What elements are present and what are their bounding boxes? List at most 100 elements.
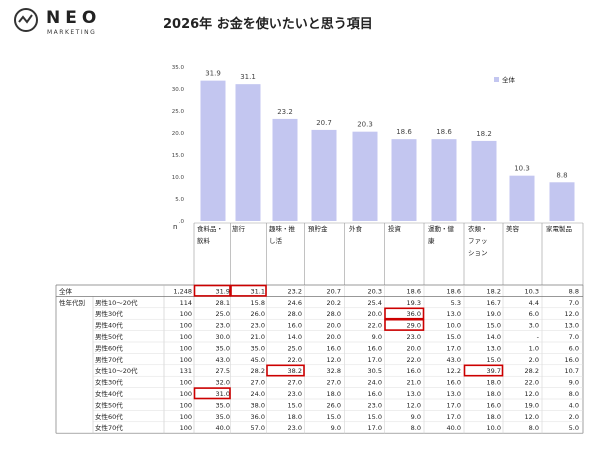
data-label: 31.9: [205, 70, 221, 78]
table-cell: 21.0: [251, 333, 265, 341]
bar: [509, 175, 535, 221]
table-cell: 23.0: [368, 401, 382, 409]
table-cell: 18.0: [288, 413, 302, 421]
table-cell: 18.0: [487, 413, 501, 421]
table-cell: 8.0: [569, 390, 579, 398]
highlight-box: [230, 284, 267, 297]
table-cell: 28.2: [525, 367, 539, 375]
table-cell: 25.4: [368, 299, 382, 307]
row-n: 100: [180, 401, 192, 409]
row-n: 100: [180, 356, 192, 364]
category-label: 旅行: [232, 224, 246, 233]
table-cell: 36.0: [407, 310, 421, 318]
row-label: 女性70代: [95, 423, 123, 432]
row-n: 100: [180, 390, 192, 398]
table-cell: 10.7: [565, 367, 579, 375]
table-cell: 5.0: [569, 424, 579, 432]
table-cell: 7.0: [569, 333, 579, 341]
table-cell: 12.2: [447, 367, 461, 375]
table-cell: 27.0: [251, 379, 265, 387]
table-cell: -: [537, 333, 540, 341]
table-cell: 16.0: [368, 390, 382, 398]
row-label: 全体: [59, 286, 73, 295]
data-label: 23.2: [277, 108, 293, 116]
table-cell: 15.0: [327, 413, 341, 421]
table-cell: 31.0: [216, 390, 230, 398]
table-cell: 28.0: [327, 310, 341, 318]
table-cell: 24.0: [251, 390, 265, 398]
table-cell: 10.3: [525, 287, 539, 295]
table-cell: 23.0: [288, 390, 302, 398]
table-cell: 20.3: [368, 287, 382, 295]
table-cell: 32.8: [327, 367, 341, 375]
table-cell: 36.0: [251, 413, 265, 421]
page-title: 2026年 お金を使いたいと思う項目: [163, 17, 373, 32]
highlight-box: [266, 364, 305, 377]
row-n: 1,248: [173, 287, 192, 295]
table-cell: 32.0: [216, 379, 230, 387]
category-label: し活: [269, 236, 283, 245]
table-cell: 8.8: [569, 287, 579, 295]
table-cell: 35.0: [216, 413, 230, 421]
table-cell: 19.0: [525, 401, 539, 409]
table-cell: 22.0: [288, 356, 302, 364]
data-label: 18.6: [436, 128, 452, 136]
table-cell: 27.5: [216, 367, 230, 375]
data-label: 20.3: [357, 121, 373, 129]
table-cell: 23.0: [407, 333, 421, 341]
table-cell: 16.0: [565, 356, 579, 364]
table-cell: 30.0: [216, 333, 230, 341]
logo-subtext: MARKETING: [47, 29, 97, 36]
table-cell: 27.0: [288, 379, 302, 387]
y-tick-label: 20.0: [172, 131, 185, 137]
table-cell: 6.0: [529, 310, 539, 318]
table-cell: 28.1: [216, 299, 230, 307]
table-cell: 20.7: [327, 287, 341, 295]
row-label: 女性40代: [95, 389, 123, 398]
table-cell: 31.1: [251, 287, 265, 295]
bar: [200, 80, 226, 221]
table-cell: 57.0: [251, 424, 265, 432]
table-cell: 13.0: [565, 322, 579, 330]
category-label: 趣味・推: [269, 224, 296, 233]
data-label: 10.3: [514, 165, 530, 173]
table-cell: 40.0: [216, 424, 230, 432]
table-cell: 25.0: [288, 344, 302, 352]
category-label: 運動・健: [428, 224, 455, 233]
row-label: 女性60代: [95, 412, 123, 421]
table-cell: 5.3: [451, 299, 461, 307]
row-n: 100: [180, 424, 192, 432]
table-cell: 20.0: [407, 344, 421, 352]
table-cell: 10.0: [487, 424, 501, 432]
table-cell: 13.0: [407, 390, 421, 398]
table-cell: 24.0: [368, 379, 382, 387]
table-cell: 29.0: [407, 322, 421, 330]
table-cell: 20.0: [327, 333, 341, 341]
table-cell: 18.2: [487, 287, 501, 295]
highlight-box: [193, 387, 231, 400]
data-label: 18.6: [396, 128, 412, 136]
row-n: 114: [180, 299, 192, 307]
table-cell: 43.0: [447, 356, 461, 364]
legend-swatch: [494, 77, 499, 82]
highlight-box: [193, 284, 231, 297]
table-cell: 18.0: [327, 390, 341, 398]
table-cell: 22.0: [368, 322, 382, 330]
row-label: 男性60代: [95, 343, 123, 352]
table-cell: 12.0: [565, 310, 579, 318]
table-cell: 35.0: [251, 344, 265, 352]
table-cell: 28.0: [288, 310, 302, 318]
table-cell: 3.0: [529, 322, 539, 330]
table-cell: 45.0: [251, 356, 265, 364]
category-label: 美容: [506, 224, 520, 233]
y-tick-label: 5.0: [175, 197, 184, 203]
table-cell: 2.0: [569, 413, 579, 421]
table-cell: 12.0: [327, 356, 341, 364]
bar: [471, 140, 497, 221]
table-cell: 17.0: [368, 424, 382, 432]
table-cell: 15.0: [447, 333, 461, 341]
category-label: ション: [468, 249, 488, 257]
category-label: 飲料: [197, 236, 211, 245]
table-cell: 16.0: [487, 401, 501, 409]
table-cell: 18.0: [487, 390, 501, 398]
